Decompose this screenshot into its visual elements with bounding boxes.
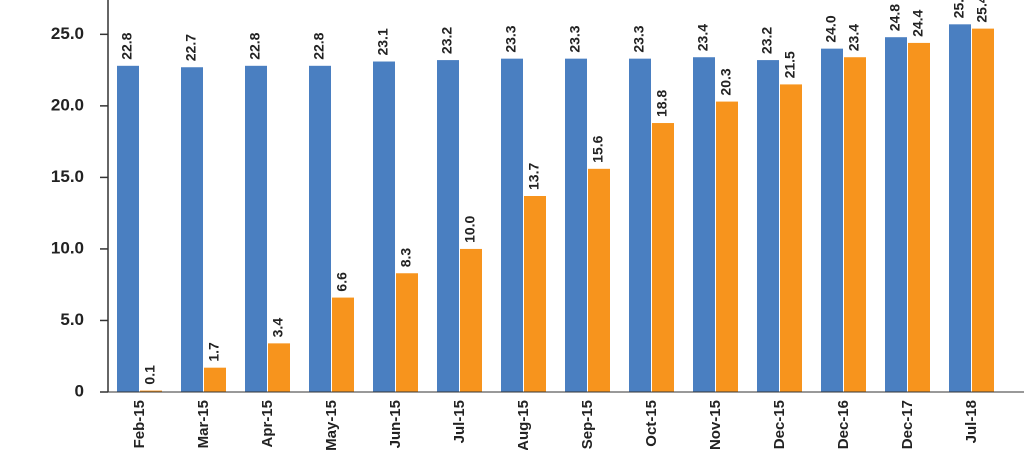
bar — [757, 60, 779, 393]
y-tick-label: 10.0 — [51, 238, 84, 257]
x-tick-label: May-15 — [323, 400, 340, 450]
value-label: 3.4 — [270, 318, 286, 338]
bar — [693, 57, 715, 392]
value-label: 0.1 — [142, 365, 158, 385]
value-label: 22.8 — [247, 32, 263, 59]
value-label: 8.3 — [398, 248, 414, 268]
value-label: 23.1 — [375, 28, 391, 55]
y-tick-label: 5.0 — [60, 310, 84, 329]
bar — [629, 58, 651, 393]
value-label: 23.3 — [503, 25, 519, 52]
value-label: 23.2 — [439, 27, 455, 54]
value-label: 21.5 — [782, 51, 798, 78]
x-tick-label: Jul-15 — [451, 400, 468, 443]
x-tick-label: Oct-15 — [643, 400, 660, 447]
bar — [780, 84, 802, 393]
value-label: 20.3 — [718, 68, 734, 95]
bar — [501, 58, 523, 393]
bar — [652, 123, 674, 392]
x-tick-label: Sep-15 — [579, 400, 596, 449]
bar — [332, 297, 354, 392]
bar — [437, 60, 459, 393]
bar — [245, 65, 267, 393]
bar — [268, 343, 290, 392]
bar — [588, 168, 610, 392]
bar — [885, 37, 907, 392]
value-label: 23.4 — [846, 24, 862, 51]
bar — [949, 24, 971, 392]
x-tick-label: Dec-15 — [771, 400, 788, 449]
x-tick-label: Feb-15 — [131, 400, 148, 448]
bar — [396, 273, 418, 392]
value-label: 23.4 — [695, 24, 711, 51]
value-label: 1.7 — [206, 342, 222, 362]
y-tick-label: 25.0 — [51, 24, 84, 43]
value-label: 6.6 — [334, 272, 350, 292]
bar — [821, 48, 843, 392]
x-tick-label: Jun-15 — [387, 400, 404, 448]
x-tick-label: Apr-15 — [259, 400, 276, 448]
value-label: 25.7 — [951, 0, 967, 18]
value-label: 13.7 — [526, 163, 542, 190]
bar — [460, 248, 482, 392]
bar — [204, 367, 226, 392]
x-tick-label: Nov-15 — [707, 400, 724, 450]
value-label: 22.8 — [119, 32, 135, 59]
bar — [309, 65, 331, 393]
bar — [524, 196, 546, 392]
y-tick-label: 0 — [75, 381, 84, 400]
x-tick-label: Jul-18 — [963, 400, 980, 443]
x-tick-label: Aug-15 — [515, 400, 532, 450]
value-label: 24.8 — [887, 4, 903, 31]
value-label: 23.2 — [759, 27, 775, 54]
value-label: 22.8 — [311, 32, 327, 59]
value-label: 10.0 — [462, 215, 478, 242]
bar — [972, 28, 994, 393]
value-label: 23.3 — [567, 25, 583, 52]
bar — [908, 42, 930, 392]
value-label: 18.8 — [654, 90, 670, 117]
x-tick-label: Dec-16 — [835, 400, 852, 449]
bar — [117, 65, 139, 393]
value-label: 22.7 — [183, 34, 199, 61]
value-label: 23.3 — [631, 25, 647, 52]
x-tick-label: Dec-17 — [899, 400, 916, 449]
bar — [181, 67, 203, 392]
y-tick-label: 15.0 — [51, 167, 84, 186]
bar — [140, 390, 162, 392]
bar — [565, 58, 587, 393]
x-tick-label: Mar-15 — [195, 400, 212, 448]
value-label: 24.0 — [823, 15, 839, 42]
value-label: 15.6 — [590, 135, 606, 162]
y-tick-label: 20.0 — [51, 95, 84, 114]
bar — [373, 61, 395, 392]
bar — [844, 57, 866, 392]
bar — [716, 101, 738, 392]
value-label: 24.4 — [910, 9, 926, 36]
value-label: 25.4 — [974, 0, 990, 23]
